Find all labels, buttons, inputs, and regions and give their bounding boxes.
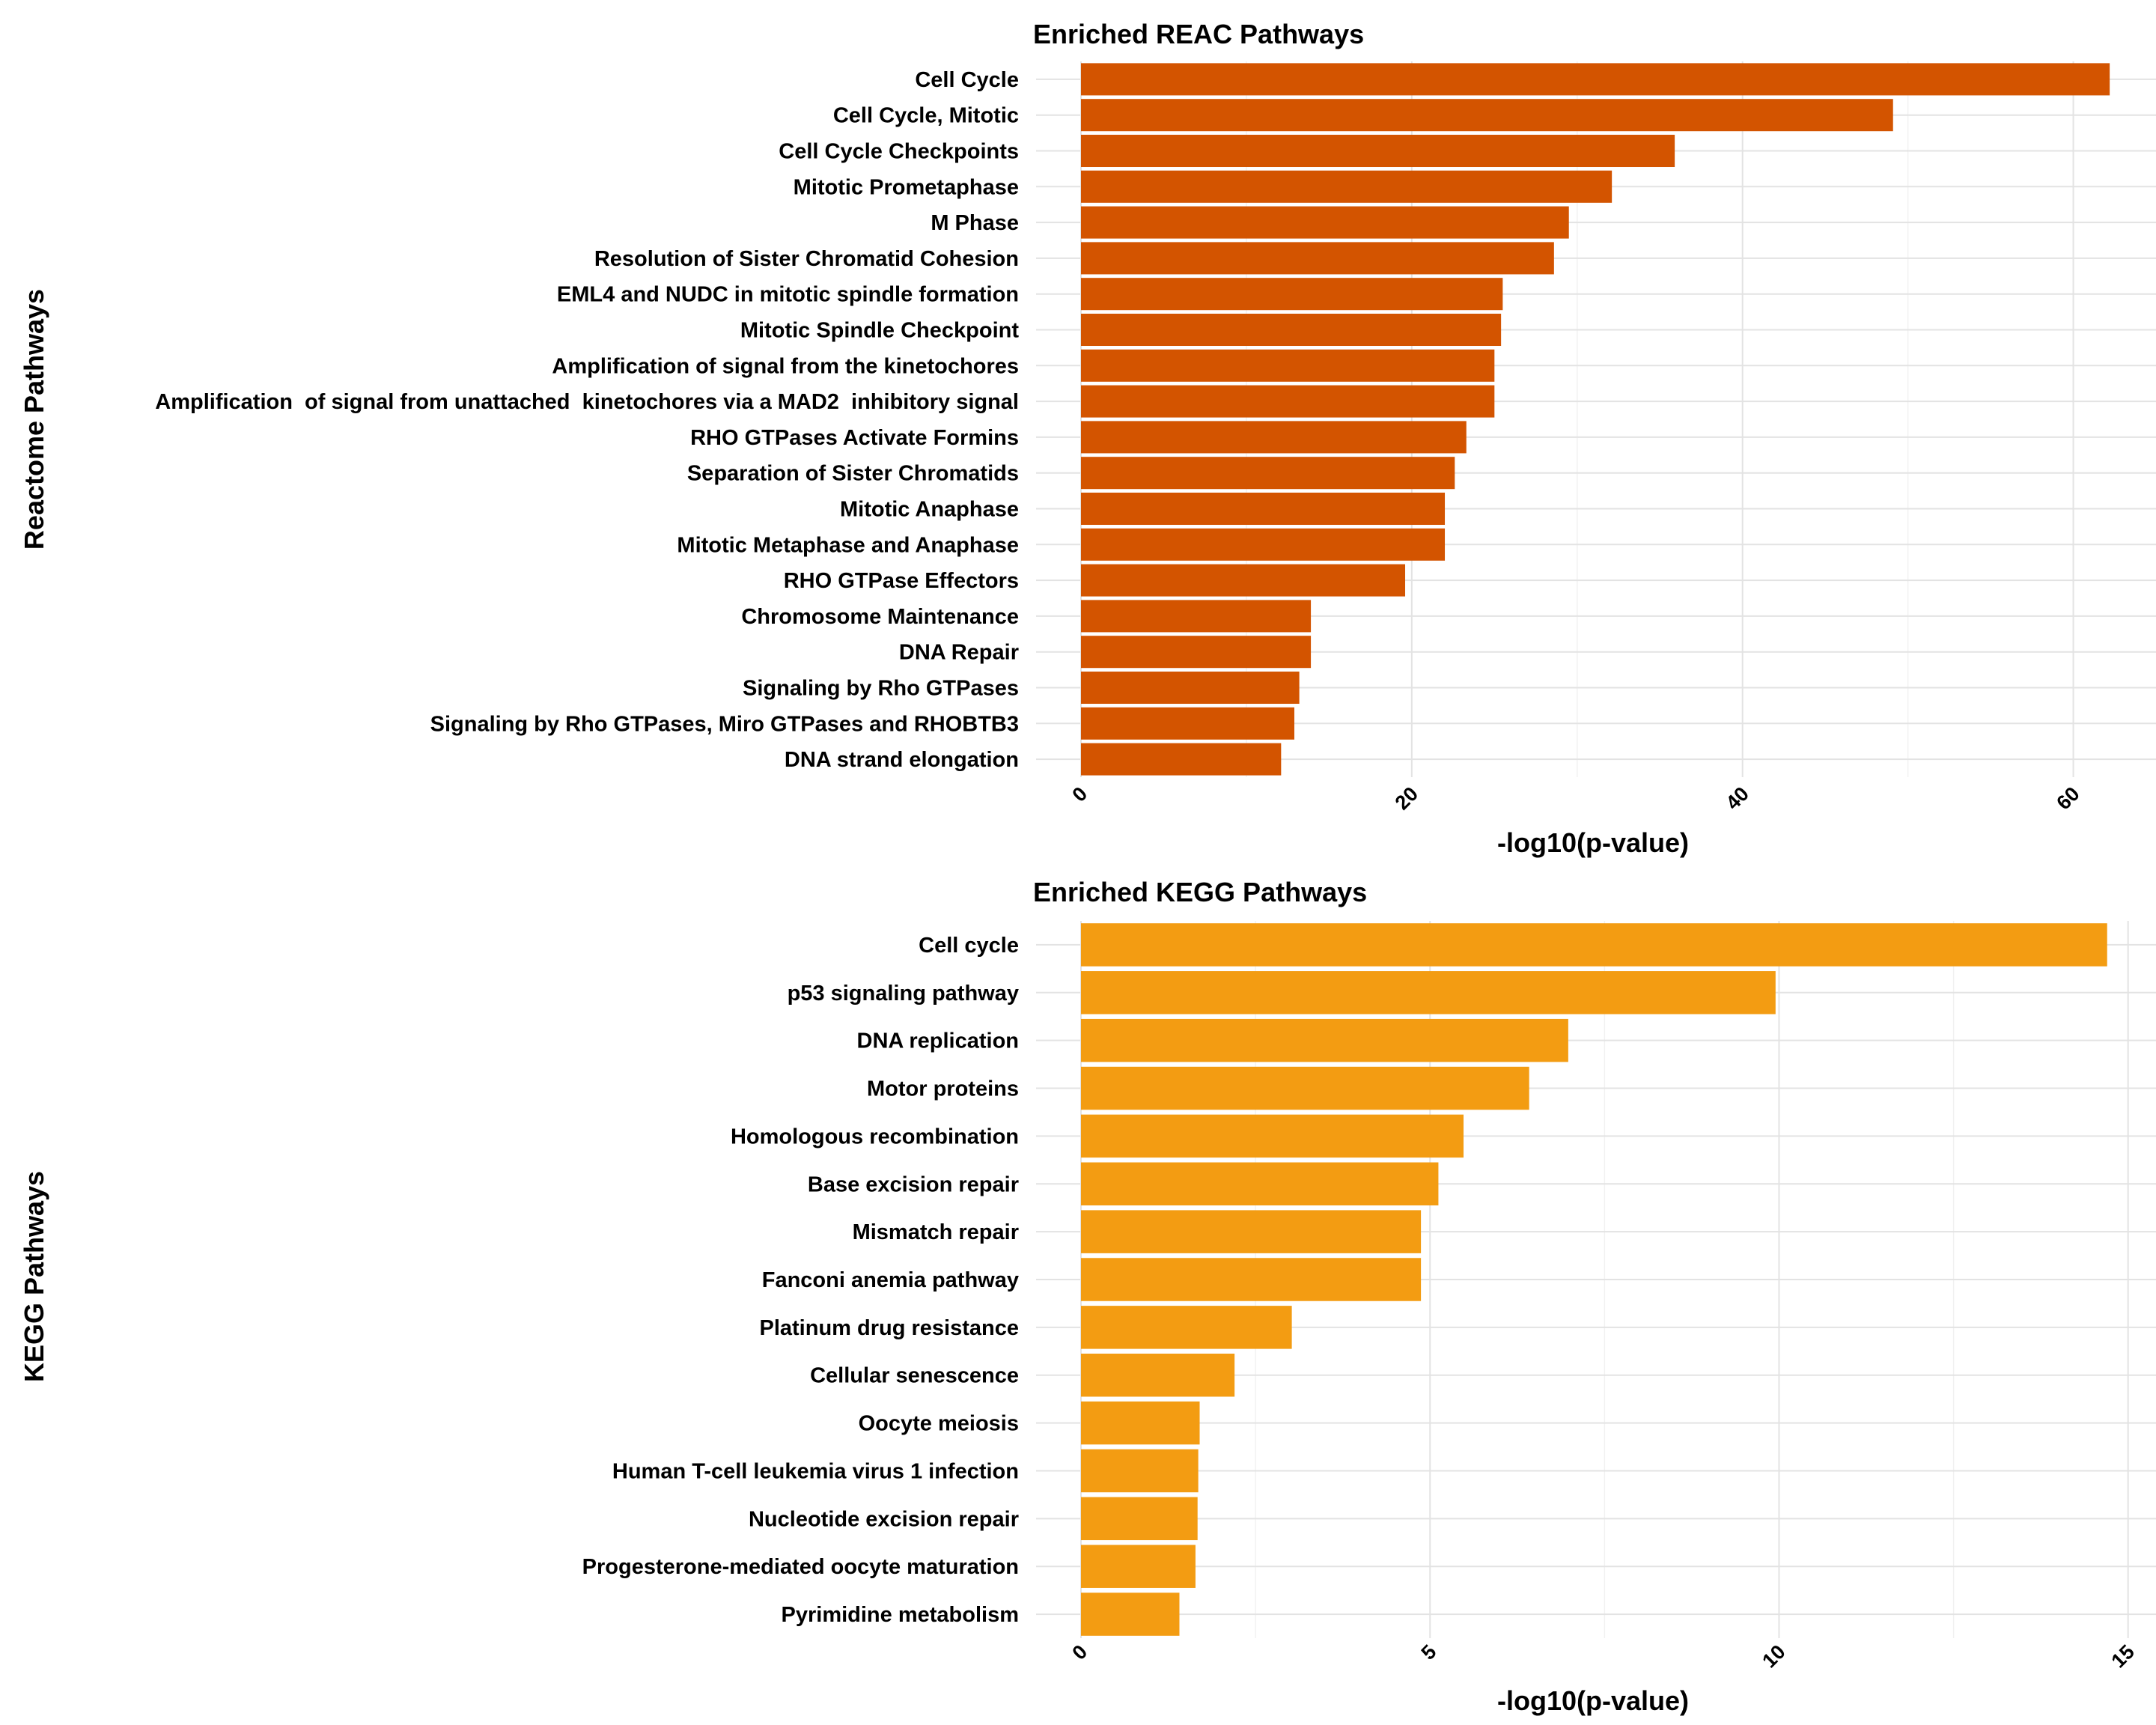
reac-category-label: Amplification of signal from the kinetoc…	[552, 354, 1019, 378]
reac-bar	[1081, 63, 2110, 96]
kegg-bar	[1081, 923, 2107, 967]
reac-category-label: DNA strand elongation	[785, 748, 1019, 772]
kegg-category-label: Mismatch repair	[853, 1220, 1019, 1244]
kegg-bar	[1081, 1162, 1439, 1206]
reac-bar	[1081, 564, 1406, 597]
kegg-bar	[1081, 1401, 1200, 1445]
kegg-title: Enriched KEGG Pathways	[1033, 877, 1367, 907]
reac-bar	[1081, 671, 1300, 705]
kegg-bars	[1081, 923, 2107, 1636]
reac-bar	[1081, 528, 1446, 561]
kegg-bar	[1081, 1592, 1180, 1636]
reac-bar	[1081, 170, 1613, 203]
reac-bar	[1081, 707, 1294, 740]
reac-title: Enriched REAC Pathways	[1033, 19, 1364, 49]
kegg-y-axis-title: KEGG Pathways	[19, 1171, 49, 1382]
kegg-category-label: DNA replication	[857, 1029, 1019, 1053]
kegg-category-label: Homologous recombination	[731, 1125, 1019, 1149]
kegg-chart: Enriched KEGG Pathways Cell cycle p53 sig…	[19, 877, 2156, 1716]
reac-category-label: DNA Repair	[899, 641, 1019, 665]
reac-category-label: Mitotic Anaphase	[840, 498, 1019, 522]
kegg-bar	[1081, 1353, 1235, 1397]
reac-bar	[1081, 600, 1312, 633]
reac-category-label: Cell Cycle Checkpoints	[779, 140, 1019, 164]
reac-category-label: Chromosome Maintenance	[741, 605, 1019, 629]
reac-category-label: Signaling by Rho GTPases	[743, 677, 1019, 701]
reac-category-label: Cell Cycle	[915, 68, 1019, 92]
reac-category-labels: Cell Cycle Cell Cycle, Mitotic Cell Cycle …	[155, 68, 1019, 772]
kegg-category-label: Platinum drug resistance	[760, 1316, 1020, 1340]
kegg-bar	[1081, 1210, 1422, 1253]
reac-bar	[1081, 134, 1675, 168]
reac-bar	[1081, 313, 1502, 347]
reac-bar	[1081, 349, 1495, 382]
kegg-category-label: Fanconi anemia pathway	[762, 1268, 1019, 1292]
kegg-category-label: Human T-cell leukemia virus 1 infection	[612, 1459, 1019, 1483]
reac-bar	[1081, 278, 1503, 311]
reac-category-label: RHO GTPases Activate Formins	[690, 426, 1019, 450]
kegg-bar	[1081, 1449, 1199, 1493]
reac-bar	[1081, 206, 1569, 239]
reac-category-label: RHO GTPase Effectors	[784, 569, 1019, 593]
kegg-bar	[1081, 1066, 1529, 1110]
reac-bar	[1081, 99, 1893, 132]
kegg-category-label: p53 signaling pathway	[788, 982, 1019, 1006]
reac-category-label: Mitotic Spindle Checkpoint	[740, 319, 1020, 343]
reac-bar	[1081, 421, 1467, 454]
reac-category-label: Separation of Sister Chromatids	[687, 462, 1019, 486]
kegg-category-label: Cell cycle	[919, 934, 1019, 958]
reac-category-label: Cell Cycle, Mitotic	[833, 104, 1019, 128]
reac-bar	[1081, 743, 1282, 776]
reac-x-axis-title: -log10(p-value)	[1497, 827, 1689, 858]
reac-category-label: Amplification of signal from unattached …	[155, 390, 1019, 414]
kegg-bar	[1081, 1306, 1292, 1349]
kegg-bar	[1081, 1258, 1422, 1301]
reac-bar	[1081, 636, 1312, 669]
kegg-x-axis-title: -log10(p-value)	[1497, 1685, 1689, 1716]
kegg-category-labels: Cell cycle p53 signaling pathway DNA repli…	[582, 934, 1019, 1627]
reac-category-label: Resolution of Sister Chromatid Cohesion	[594, 247, 1019, 271]
reac-bar	[1081, 385, 1495, 418]
kegg-category-label: Base excision repair	[808, 1172, 1019, 1196]
kegg-bar	[1081, 971, 1776, 1014]
reac-category-label: EML4 and NUDC in mitotic spindle formati…	[557, 283, 1019, 307]
reac-category-label: Signaling by Rho GTPases, Miro GTPases a…	[430, 712, 1019, 736]
reac-bar	[1081, 492, 1446, 526]
kegg-category-label: Motor proteins	[867, 1077, 1019, 1101]
reac-category-label: M Phase	[931, 211, 1019, 235]
kegg-category-label: Cellular senescence	[810, 1364, 1019, 1388]
reac-y-axis-title: Reactome Pathways	[19, 289, 49, 550]
kegg-bar	[1081, 1497, 1198, 1541]
kegg-category-label: Progesterone-mediated oocyte maturation	[582, 1555, 1019, 1579]
kegg-category-label: Nucleotide excision repair	[749, 1507, 1019, 1531]
kegg-category-label: Pyrimidine metabolism	[782, 1603, 1020, 1627]
reac-category-label: Mitotic Metaphase and Anaphase	[677, 533, 1019, 557]
kegg-category-label: Oocyte meiosis	[859, 1412, 1019, 1436]
reac-bar	[1081, 457, 1455, 490]
reac-bars	[1081, 63, 2110, 776]
kegg-bar	[1081, 1545, 1196, 1588]
kegg-bar	[1081, 1018, 1568, 1062]
kegg-bar	[1081, 1114, 1464, 1158]
reac-bar	[1081, 242, 1554, 275]
reac-category-label: Mitotic Prometaphase	[794, 175, 1019, 199]
